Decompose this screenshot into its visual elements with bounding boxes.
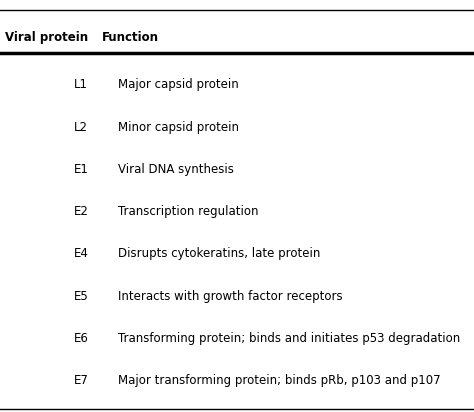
Text: Viral DNA synthesis: Viral DNA synthesis [118,163,234,176]
Text: Viral protein: Viral protein [5,31,88,44]
Text: L1: L1 [73,78,88,91]
Text: Major transforming protein; binds pRb, p103 and p107: Major transforming protein; binds pRb, p… [118,374,441,387]
Text: Major capsid protein: Major capsid protein [118,78,239,91]
Text: E1: E1 [73,163,88,176]
Text: E7: E7 [73,374,88,387]
Text: E2: E2 [73,205,88,218]
Text: E6: E6 [73,332,88,345]
Text: Transforming protein; binds and initiates p53 degradation: Transforming protein; binds and initiate… [118,332,461,345]
Text: Minor capsid protein: Minor capsid protein [118,121,239,134]
Text: E4: E4 [73,247,88,260]
Text: E5: E5 [73,290,88,303]
Text: Function: Function [102,31,159,44]
Text: Interacts with growth factor receptors: Interacts with growth factor receptors [118,290,343,303]
Text: Disrupts cytokeratins, late protein: Disrupts cytokeratins, late protein [118,247,321,260]
Text: L2: L2 [73,121,88,134]
Text: Transcription regulation: Transcription regulation [118,205,259,218]
